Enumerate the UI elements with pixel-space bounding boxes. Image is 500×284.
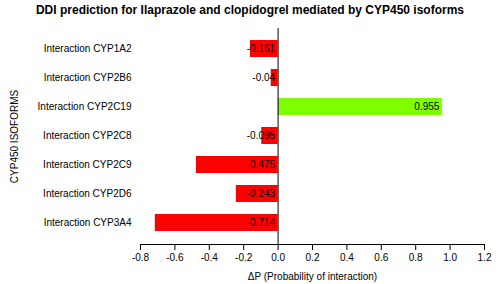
svg-text:0.0: 0.0 bbox=[271, 252, 285, 263]
svg-text:-0.2: -0.2 bbox=[235, 252, 253, 263]
svg-text:-0.04: -0.04 bbox=[252, 72, 275, 83]
svg-text:0.955: 0.955 bbox=[414, 101, 439, 112]
svg-text:-0.8: -0.8 bbox=[132, 252, 150, 263]
html-text:DDI prediction for Ilaprazole: DDI prediction for Ilaprazole and clopid… bbox=[36, 3, 464, 17]
svg-text:0.6: 0.6 bbox=[374, 252, 388, 263]
svg-text:-0.6: -0.6 bbox=[166, 252, 184, 263]
svg-text:Interaction CYP3A4: Interaction CYP3A4 bbox=[44, 217, 132, 228]
svg-text:ΔP (Probability of interaction: ΔP (Probability of interaction) bbox=[248, 271, 377, 282]
svg-text:-0.095: -0.095 bbox=[247, 130, 276, 141]
svg-text:0.4: 0.4 bbox=[340, 252, 354, 263]
svg-text:1.2: 1.2 bbox=[478, 252, 492, 263]
svg-text:Interaction CYP1A2: Interaction CYP1A2 bbox=[44, 43, 132, 54]
svg-text:0.8: 0.8 bbox=[409, 252, 423, 263]
svg-text:Interaction CYP2C19: Interaction CYP2C19 bbox=[38, 101, 132, 112]
svg-text:-0.714: -0.714 bbox=[247, 217, 276, 228]
svg-text:1.0: 1.0 bbox=[443, 252, 457, 263]
svg-text:-0.161: -0.161 bbox=[247, 43, 276, 54]
svg-text:-0.243: -0.243 bbox=[247, 188, 276, 199]
svg-text:Interaction CYP2C9: Interaction CYP2C9 bbox=[43, 159, 132, 170]
svg-text:Interaction CYP2D6: Interaction CYP2D6 bbox=[43, 188, 132, 199]
svg-text:-0.475: -0.475 bbox=[247, 159, 276, 170]
svg-text:-0.4: -0.4 bbox=[201, 252, 219, 263]
svg-text:Interaction CYP2C8: Interaction CYP2C8 bbox=[43, 130, 132, 141]
svg-text:CYP450 ISOFORMS: CYP450 ISOFORMS bbox=[9, 89, 20, 183]
svg-text:Interaction CYP2B6: Interaction CYP2B6 bbox=[44, 72, 132, 83]
svg-text:0.2: 0.2 bbox=[306, 252, 320, 263]
